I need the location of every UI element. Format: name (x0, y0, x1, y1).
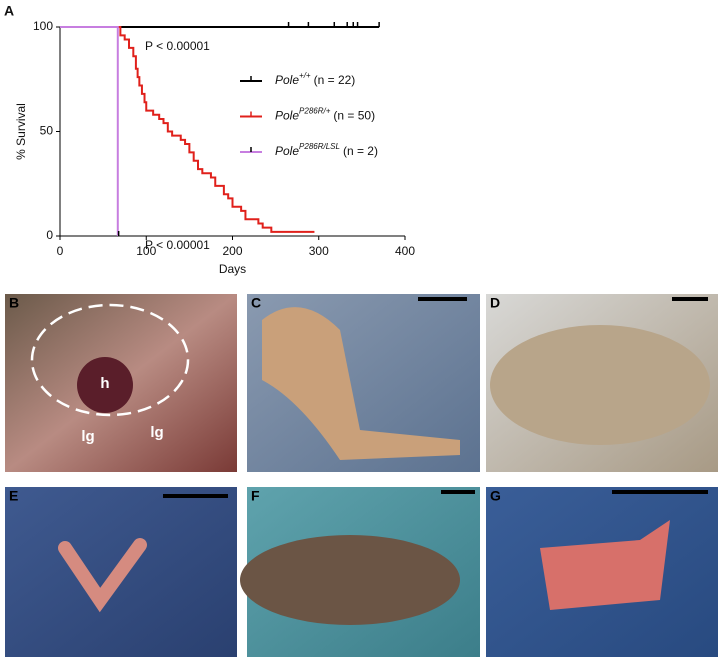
y-axis-label: % Survival (14, 103, 28, 160)
tissue (30, 303, 190, 417)
y-tick-label: 100 (33, 19, 53, 33)
heart (77, 357, 133, 413)
legend-name: Pole (275, 109, 299, 123)
x-tick-label: 0 (57, 244, 64, 258)
legend-superscript: P286R/+ (299, 107, 331, 116)
legend-entry: Pole+/+ (n = 22) (275, 71, 355, 87)
legend-name: Pole (275, 144, 299, 158)
tissue-g (540, 520, 670, 610)
legend-n: (n = 22) (314, 73, 356, 87)
p-value: P < 0.00001 (145, 39, 210, 53)
photo-annotation: lg (81, 428, 94, 445)
panel-label: A (4, 3, 14, 19)
legend-name: Pole (275, 73, 299, 87)
photo-annotation: lg (150, 424, 163, 441)
photo-panels: B C D E F Gh lg lg (5, 294, 718, 657)
x-tick-label: 300 (309, 244, 329, 258)
photo-annotation: h (100, 375, 109, 392)
uterus (58, 538, 147, 613)
panel-label: F (251, 488, 260, 504)
panel-label: C (251, 295, 261, 311)
legend-n: (n = 2) (343, 144, 378, 158)
panel-label: G (490, 488, 501, 504)
panel-label: D (490, 295, 500, 311)
x-axis-label: Days (219, 262, 246, 276)
tumor (262, 307, 460, 460)
legend-entry: PoleP286R/+ (n = 50) (275, 107, 375, 123)
mouse (490, 325, 710, 445)
panel-label: B (9, 295, 19, 311)
survival-curve (60, 26, 119, 236)
legend-n: (n = 50) (333, 109, 375, 123)
survival-curve (60, 26, 315, 233)
y-tick-label: 50 (40, 124, 54, 138)
panel-label: E (9, 488, 18, 504)
y-tick-label: 0 (46, 228, 53, 242)
x-tick-label: 400 (395, 244, 415, 258)
x-tick-label: 200 (222, 244, 242, 258)
p-value: P < 0.00001 (145, 238, 210, 252)
mouse-f (240, 535, 460, 625)
legend-superscript: +/+ (299, 71, 311, 80)
legend-entry: PoleP286R/LSL (n = 2) (275, 142, 378, 158)
x-tick-label: 100 (136, 244, 156, 258)
legend-superscript: P286R/LSL (299, 142, 340, 151)
